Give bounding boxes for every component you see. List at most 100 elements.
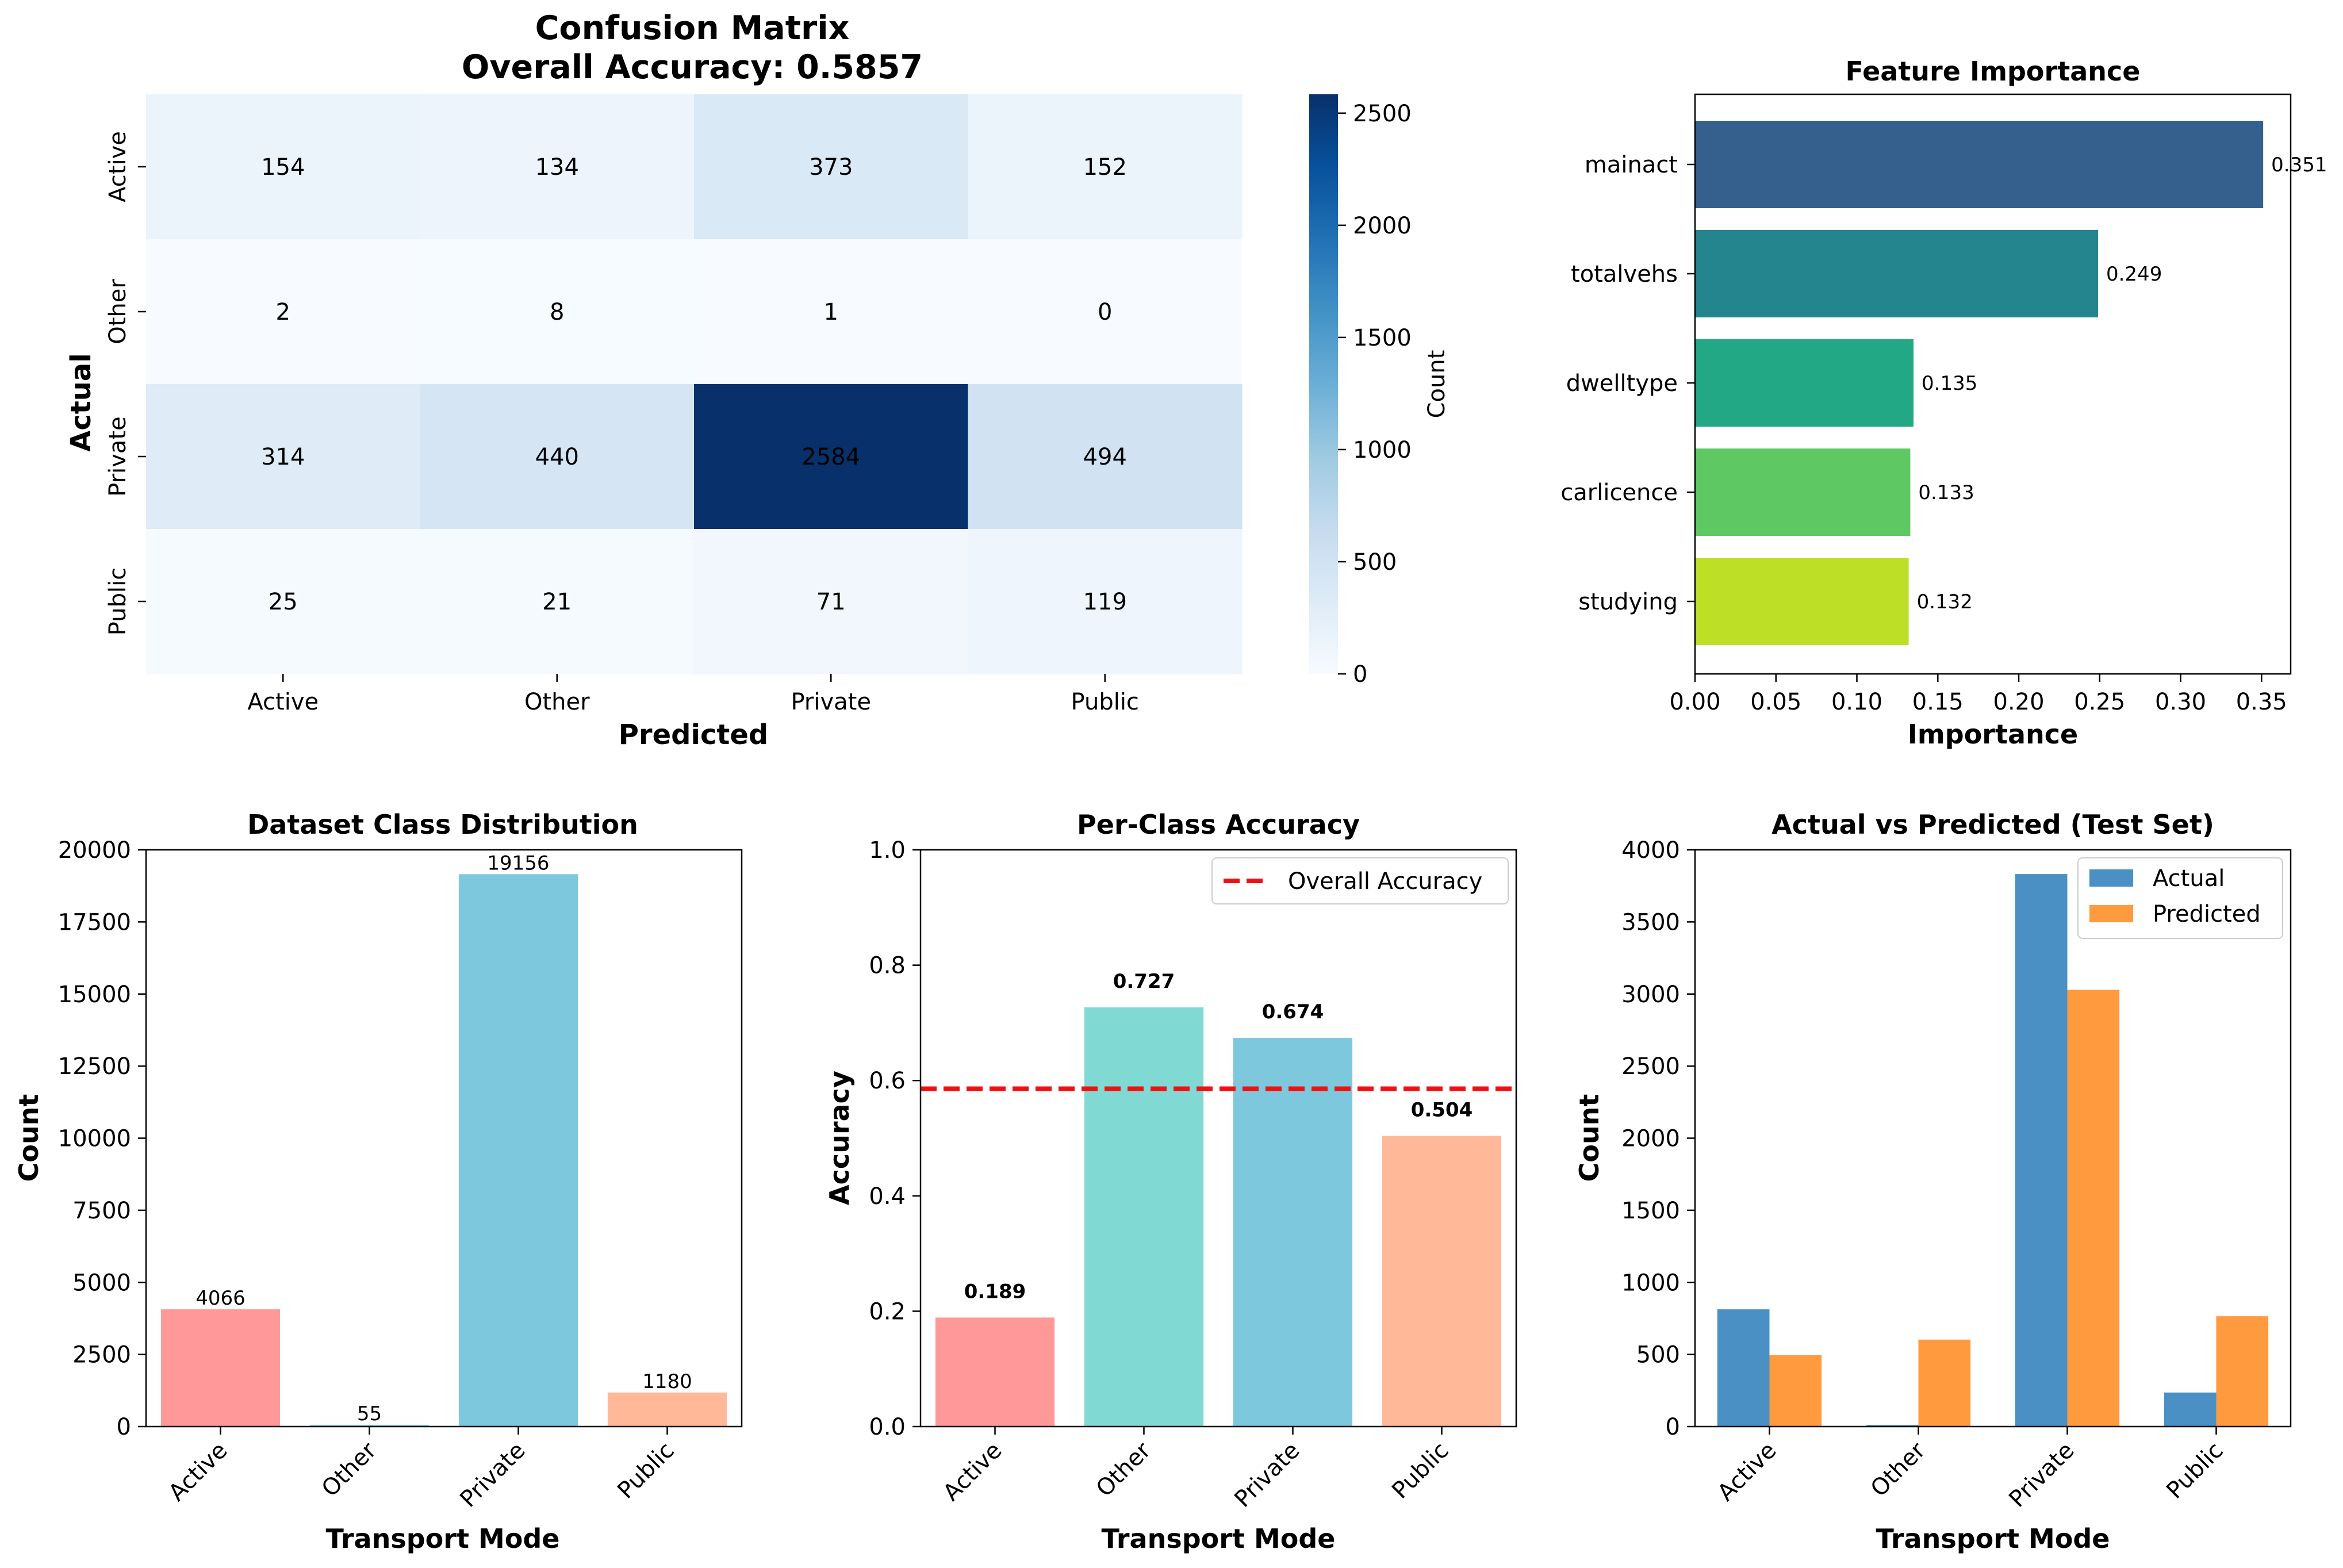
confusion-matrix-title-line-2: Overall Accuracy: 0.5857 <box>462 48 923 86</box>
pa-bar-public <box>1382 1136 1502 1427</box>
fi-bar-carlicence <box>1695 448 1911 536</box>
fi-value-label: 0.135 <box>1922 372 1977 395</box>
class-distribution-x-axis-label: Transport Mode <box>326 1523 560 1554</box>
cd-value-label: 1180 <box>642 1370 692 1393</box>
cm-cell-label: 440 <box>535 444 579 470</box>
fi-x-tick-label: 0.35 <box>2236 689 2287 715</box>
cm-x-tick-label: Other <box>524 689 590 715</box>
fi-y-tick-label: dwelltype <box>1566 370 1678 397</box>
cd-value-label: 4066 <box>195 1287 246 1310</box>
colorbar-tick-label: 1000 <box>1353 437 1412 463</box>
actual-vs-predicted-frame <box>1694 849 2292 1428</box>
confusion-matrix-cell-labels: 154 134 373 152 2 8 1 0 314 440 2584 494 25 21 71 119 <box>261 154 1127 615</box>
actual-vs-predicted-title: Actual vs Predicted (Test Set) <box>1771 809 2214 840</box>
actual-vs-predicted-x-axis-label: Transport Mode <box>1876 1523 2110 1554</box>
cd-y-tick-label: 0 <box>117 1414 131 1440</box>
cd-value-label: 19156 <box>487 852 549 875</box>
ap-bar-actual-other <box>1866 1425 1919 1427</box>
legend-swatch-actual <box>2089 869 2133 887</box>
cm-cell-label: 119 <box>1083 589 1127 615</box>
fi-bar-totalvehs <box>1695 230 2098 317</box>
fi-x-tick-label: 0.05 <box>1750 689 1801 715</box>
cm-cell-label: 21 <box>542 589 572 615</box>
per-class-accuracy-bars <box>935 1007 1502 1427</box>
feature-importance-y-ticks: mainact totalvehs dwelltype carlicence study… <box>1560 152 1695 615</box>
cm-y-tick-label: Private <box>105 416 131 496</box>
colorbar-tick-label: 500 <box>1353 549 1397 576</box>
ap-bar-actual-private <box>2015 874 2068 1427</box>
confusion-matrix-y-ticks: Active Other Private Public <box>105 131 146 635</box>
cm-y-tick-label: Public <box>105 568 131 635</box>
ap-y-tick-label: 0 <box>1666 1414 1680 1440</box>
class-distribution-bars <box>160 874 727 1427</box>
fi-bar-studying <box>1695 558 1909 645</box>
per-class-accuracy-value-labels: 0.189 0.727 0.674 0.504 <box>964 970 1473 1304</box>
actual-vs-predicted-y-axis-label: Count <box>1574 1094 1605 1182</box>
class-distribution-value-labels: 4066 55 19156 1180 <box>195 852 692 1425</box>
cd-y-tick-label: 10000 <box>58 1126 131 1152</box>
cm-y-tick-label: Active <box>105 131 131 202</box>
ap-bar-predicted-other <box>1918 1339 1971 1427</box>
confusion-matrix-panel: Confusion Matrix Overall Accuracy: 0.585… <box>65 9 1450 751</box>
per-class-accuracy-legend: Overall Accuracy <box>1211 857 1509 904</box>
per-class-accuracy-frame <box>919 849 1517 1428</box>
pa-y-tick-label: 0.4 <box>869 1183 906 1210</box>
confusion-matrix-title-line-1: Confusion Matrix <box>535 9 850 47</box>
per-class-accuracy-y-ticks: 0.0 0.2 0.4 0.6 0.8 1.0 <box>869 837 921 1440</box>
fi-x-tick-label: 0.10 <box>1831 689 1882 715</box>
cd-bar-active <box>160 1309 281 1427</box>
fi-value-label: 0.351 <box>2271 154 2327 177</box>
pa-y-tick-label: 0.2 <box>869 1298 906 1325</box>
pa-value-label: 0.189 <box>964 1280 1026 1303</box>
cd-y-tick-label: 15000 <box>58 982 131 1008</box>
confusion-matrix-y-axis-label: Actual <box>65 353 97 452</box>
pa-bar-active <box>935 1317 1055 1427</box>
fi-x-tick-label: 0.00 <box>1669 689 1720 715</box>
fi-x-tick-label: 0.20 <box>1993 689 2045 715</box>
colorbar-tick-label: 1500 <box>1353 325 1412 351</box>
pa-value-label: 0.504 <box>1411 1098 1473 1121</box>
colorbar-ticks: 0 500 1000 1500 2000 2500 <box>1338 101 1412 688</box>
cm-cell-active-private <box>694 94 968 240</box>
per-class-accuracy-x-axis-label: Transport Mode <box>1102 1523 1336 1554</box>
feature-importance-x-ticks: 0.00 0.05 0.10 0.15 0.20 0.25 0.30 0.35 <box>1669 674 2287 715</box>
actual-vs-predicted-y-ticks: 0 500 1000 1500 2000 2500 3000 3500 4000 <box>1621 837 1695 1440</box>
actual-vs-predicted-bars <box>1717 874 2269 1427</box>
cm-cell-other-public <box>968 239 1243 385</box>
legend-box <box>1211 857 1509 904</box>
cm-cell-public-active <box>146 529 420 674</box>
cm-cell-label: 2 <box>276 299 290 325</box>
cm-cell-public-private <box>694 529 968 674</box>
feature-importance-panel: Feature Importance 0.3510.2490.1350.1330… <box>1560 56 2327 750</box>
pa-value-label: 0.674 <box>1262 1000 1324 1023</box>
confusion-matrix-x-ticks: Active Other Private Public <box>247 674 1139 715</box>
ap-y-tick-label: 1500 <box>1621 1198 1680 1224</box>
cm-cell-other-private <box>694 239 968 385</box>
ap-bar-predicted-public <box>2216 1316 2269 1427</box>
cd-y-tick-label: 17500 <box>58 909 131 936</box>
cd-y-tick-label: 5000 <box>72 1270 131 1296</box>
cd-bar-private <box>458 874 578 1427</box>
fi-y-tick-label: mainact <box>1585 152 1678 178</box>
cm-cell-private-public <box>968 384 1243 530</box>
colorbar <box>1309 94 1338 674</box>
cd-y-tick-label: 20000 <box>58 837 131 864</box>
legend-label-actual: Actual <box>2153 865 2225 892</box>
cm-cell-private-active <box>146 384 420 530</box>
ap-bar-actual-public <box>2164 1392 2217 1427</box>
cd-bar-other <box>309 1425 430 1427</box>
cd-y-tick-label: 7500 <box>72 1198 131 1224</box>
fi-value-label: 0.249 <box>2106 263 2162 286</box>
class-distribution-y-axis-label: Count <box>13 1094 44 1182</box>
cd-bar-public <box>607 1392 727 1427</box>
cm-x-tick-label: Active <box>247 689 319 715</box>
actual-vs-predicted-legend: Actual Predicted <box>2077 857 2283 939</box>
fi-value-label: 0.132 <box>1917 591 1973 614</box>
fi-y-tick-label: totalvehs <box>1571 261 1678 287</box>
ap-y-tick-label: 4000 <box>1621 837 1680 864</box>
colorbar-tick-label: 2000 <box>1353 213 1412 239</box>
cm-cell-label: 314 <box>261 444 305 470</box>
pa-bar-other <box>1084 1007 1204 1427</box>
cm-cell-private-other <box>420 384 695 530</box>
cm-cell-label: 71 <box>816 589 846 615</box>
